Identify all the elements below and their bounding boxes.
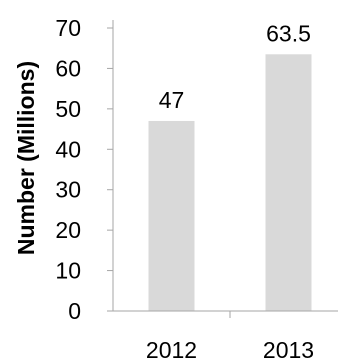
y-tick-label: 0 — [68, 298, 81, 324]
y-tick-label: 70 — [55, 15, 81, 41]
data-label-2013: 63.5 — [266, 20, 311, 46]
x-tick-label-2013: 2013 — [263, 337, 314, 363]
axes — [112, 20, 338, 312]
y-tick-label: 60 — [55, 55, 81, 81]
data-label-2012: 47 — [159, 87, 185, 113]
x-tick-label-2012: 2012 — [146, 337, 197, 363]
bar-2012 — [148, 120, 195, 311]
y-tick-label: 30 — [55, 177, 81, 203]
x-axis-ticks: 2012 2013 — [146, 311, 314, 363]
bar-2013 — [265, 54, 312, 312]
y-tick-label: 10 — [55, 258, 81, 284]
y-axis-ticks: 0 10 20 30 40 50 60 70 — [55, 15, 113, 324]
bars: 47 63.5 — [148, 20, 312, 312]
y-tick-label: 20 — [55, 217, 81, 243]
y-axis-title: Number (Millions) — [13, 61, 39, 255]
y-tick-label: 50 — [55, 96, 81, 122]
y-tick-label: 40 — [55, 136, 81, 162]
